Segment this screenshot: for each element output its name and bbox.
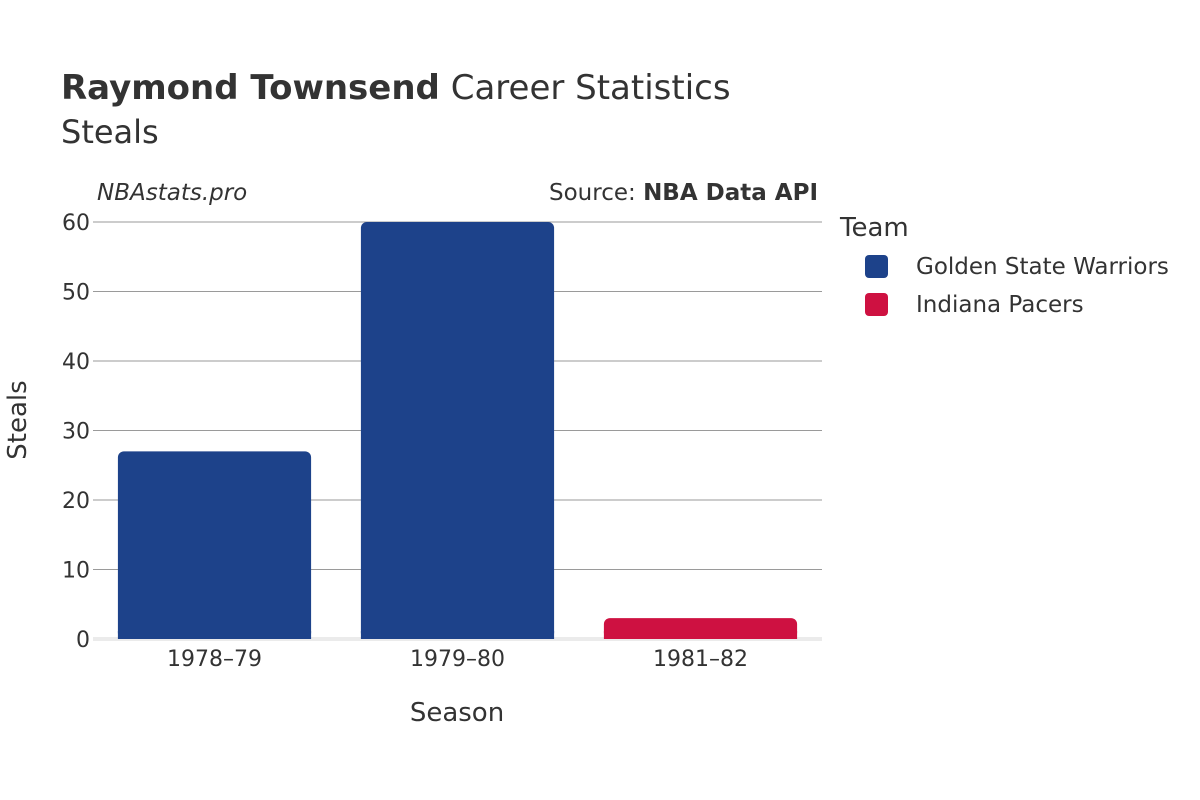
y-tick-label: 40 [62,350,90,375]
y-tick-label: 30 [62,420,90,445]
x-axis-ticks: 1978–79 1979–80 1981–82 [167,647,748,672]
title-line: Raymond Townsend Career Statistics [61,66,731,110]
x-axis-label: Season [410,698,504,728]
chart-title: Raymond Townsend Career Statistics Steal… [61,66,731,154]
y-tick-label: 10 [62,559,90,584]
legend: Team Golden State Warriors Indiana Pacers [839,213,1169,318]
source-prefix: Source: [549,180,643,206]
bar-base [360,631,555,639]
legend-title: Team [839,213,909,243]
title-suffix: Career Statistics [439,68,731,108]
legend-label: Indiana Pacers [916,292,1084,318]
source-note: Source: NBA Data API [549,180,818,206]
legend-items: Golden State Warriors Indiana Pacers [865,254,1169,318]
bars [117,222,798,639]
y-tick-label: 60 [62,211,90,236]
bar [360,222,555,639]
y-tick-label: 0 [76,628,90,653]
chart-subtitle: Steals [61,113,159,151]
bar [117,451,312,639]
x-tick-label: 1978–79 [167,647,262,672]
legend-swatch [865,255,888,278]
legend-swatch [865,293,888,316]
source-name: NBA Data API [643,180,818,206]
watermark: NBAstats.pro [97,180,247,206]
y-tick-label: 50 [62,281,90,306]
y-axis-ticks: 0 10 20 30 40 50 60 [62,211,90,653]
bar-base [117,631,312,639]
y-tick-label: 20 [62,489,90,514]
y-axis-label: Steals [3,380,33,459]
bar-base [603,631,798,639]
x-tick-label: 1979–80 [410,647,505,672]
x-tick-label: 1981–82 [653,647,748,672]
legend-label: Golden State Warriors [916,254,1169,280]
player-name: Raymond Townsend [61,68,440,108]
